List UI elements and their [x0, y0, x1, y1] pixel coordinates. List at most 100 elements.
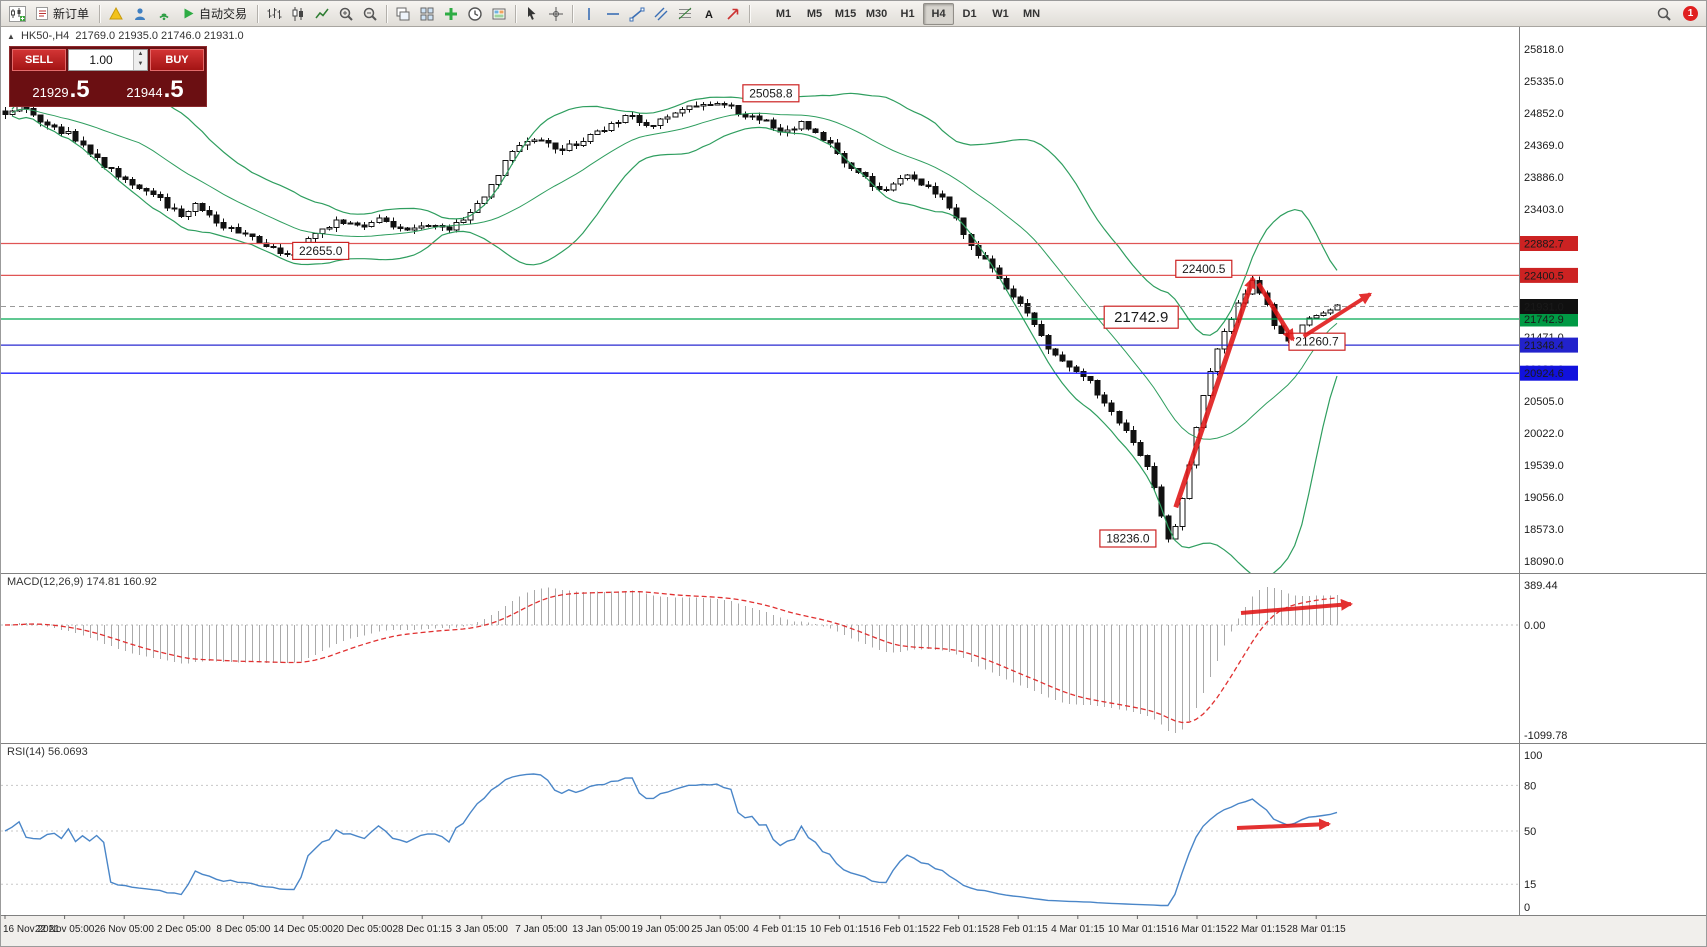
crosshair-tool-button[interactable]	[544, 3, 568, 25]
horizontal-line-tool-button[interactable]	[601, 3, 625, 25]
indicators-button[interactable]	[439, 3, 463, 25]
zoom-out-icon	[363, 7, 377, 21]
svg-text:21742.9: 21742.9	[1114, 309, 1168, 326]
price-axis-label: 24369.0	[1524, 140, 1564, 152]
bar-chart-mode-button[interactable]	[262, 3, 286, 25]
templates-button[interactable]	[487, 3, 511, 25]
rsi-trend-arrow[interactable]	[1236, 818, 1331, 831]
line-chart-mode-button[interactable]	[310, 3, 334, 25]
chart-ohlc: 21769.0 21935.0 21746.0 21931.0	[75, 30, 244, 42]
time-axis-label: 28 Dec 01:15	[392, 924, 452, 935]
toolbar-separator	[386, 4, 388, 23]
time-axis-label: 20 Dec 05:00	[333, 924, 393, 935]
metaeditor-button[interactable]	[104, 3, 128, 25]
volume-increase-button[interactable]: ▲	[134, 50, 147, 60]
trend-arrow[interactable]	[1256, 282, 1295, 342]
tile-windows-button[interactable]	[415, 3, 439, 25]
text-icon: A	[705, 9, 713, 21]
rsi-title: RSI(14) 56.0693	[7, 746, 88, 758]
price-axis-label: 23403.0	[1524, 204, 1564, 216]
svg-text:21348.4: 21348.4	[1524, 340, 1564, 352]
bar-chart-icon	[267, 7, 282, 19]
signals-icon	[159, 13, 169, 20]
price-annotation-25058.8[interactable]: 25058.8	[742, 84, 800, 103]
svg-text:21260.7: 21260.7	[1295, 335, 1339, 349]
price-axis-label: 18573.0	[1524, 524, 1564, 536]
price-tag-21348.4: 21348.4	[1520, 337, 1578, 353]
sell-price-big: .5	[69, 76, 90, 103]
price-axis-label: 25335.0	[1524, 76, 1564, 88]
price-annotation-22655.0[interactable]: 22655.0	[292, 241, 350, 260]
timeframe-d1[interactable]: D1	[962, 7, 977, 20]
rsi-axis-label: 0	[1524, 902, 1530, 914]
timeframe-mn[interactable]: MN	[1022, 7, 1041, 20]
volume-decrease-button[interactable]: ▼	[134, 60, 147, 70]
notification-badge[interactable]: 1	[1683, 6, 1698, 21]
trend-arrow[interactable]	[1302, 292, 1372, 339]
crosshair-icon	[549, 6, 564, 21]
time-axis-label: 2 Dec 05:00	[157, 924, 211, 935]
cascade-windows-icon	[396, 7, 410, 20]
price-annotation-18236.0[interactable]: 18236.0	[1099, 529, 1157, 548]
toolbar-separator	[515, 4, 517, 23]
cursor-tool-button[interactable]	[520, 3, 544, 25]
buy-price-big: .5	[163, 76, 184, 103]
price-axis-label: 19539.0	[1524, 460, 1564, 472]
rsi-panel-canvas[interactable]: 100 80 50 15 0	[1, 743, 1707, 915]
timeframe-w1[interactable]: W1	[992, 7, 1009, 20]
timeframe-m5[interactable]: M5	[806, 7, 823, 20]
signals-button[interactable]	[152, 3, 176, 25]
zoom-out-button[interactable]	[358, 3, 382, 25]
macd-panel-canvas[interactable]: 389.44 0.00 -1099.78	[1, 573, 1707, 743]
zoom-in-button[interactable]	[334, 3, 358, 25]
candles[interactable]	[2, 100, 1341, 543]
svg-text:21931.0: 21931.0	[1524, 302, 1564, 314]
metaeditor-icon	[109, 6, 123, 19]
trendline-tool-button[interactable]	[625, 3, 649, 25]
periods-button[interactable]	[463, 3, 487, 25]
macd-axis-min: -1099.78	[1524, 730, 1567, 742]
timeframe-h1[interactable]: H1	[900, 7, 915, 20]
text-tool-button[interactable]: A	[697, 3, 721, 25]
main-chart-canvas[interactable]: 25818.0 25335.0 24852.0 24369.0 23886.0 23403…	[1, 27, 1707, 573]
rsi-line	[4, 773, 1338, 907]
trend-arrow[interactable]	[1173, 276, 1256, 509]
bollinger-bands[interactable]	[11, 88, 1338, 573]
chart-title: ▲ HK50-,H4 21769.0 21935.0 21746.0 21931…	[7, 30, 244, 42]
buy-button[interactable]: BUY	[150, 49, 204, 71]
timeframe-h4[interactable]: H4	[923, 2, 955, 25]
macd-trend-arrow[interactable]	[1240, 598, 1353, 615]
auto-trading-label: 自动交易	[199, 7, 248, 21]
fibonacci-tool-button[interactable]	[673, 3, 697, 25]
timeframe-m30[interactable]: M30	[865, 7, 888, 20]
arrows-tool-button[interactable]	[721, 3, 745, 25]
volume-input[interactable]	[69, 50, 133, 70]
toolbar-separator	[749, 4, 751, 23]
price-tag-22882.7: 22882.7	[1520, 236, 1578, 251]
chart-marker-icon: ▲	[7, 32, 15, 41]
price-annotation-21260.7[interactable]: 21260.7	[1288, 332, 1346, 351]
price-annotation-22400.5[interactable]: 22400.5	[1175, 259, 1233, 278]
new-order-button[interactable]: 新订单	[29, 3, 95, 25]
price-annotation-21742.9[interactable]: 21742.9	[1103, 305, 1179, 329]
search-button[interactable]	[1652, 3, 1676, 25]
price-tag-21931.0: 21931.0	[1520, 299, 1578, 314]
sell-price: 21929 .5	[14, 78, 108, 102]
timeframe-m15[interactable]: M15	[834, 7, 857, 20]
rsi-axis-label: 80	[1524, 780, 1536, 792]
candlestick-mode-button[interactable]	[286, 3, 310, 25]
time-axis-label: 16 Feb 01:15	[870, 924, 929, 935]
new-chart-button[interactable]	[5, 3, 29, 25]
timeframe-m1[interactable]: M1	[775, 7, 792, 20]
toolbar-separator	[99, 4, 101, 23]
new-order-label: 新订单	[53, 7, 90, 21]
channel-tool-button[interactable]	[649, 3, 673, 25]
cascade-windows-button[interactable]	[391, 3, 415, 25]
vertical-line-tool-button[interactable]	[577, 3, 601, 25]
market-button[interactable]	[128, 3, 152, 25]
auto-trading-button[interactable]: 自动交易	[176, 3, 253, 25]
price-axis-label: 23886.0	[1524, 172, 1564, 184]
sell-button[interactable]: SELL	[12, 49, 66, 71]
arrow-object-icon	[727, 8, 739, 20]
